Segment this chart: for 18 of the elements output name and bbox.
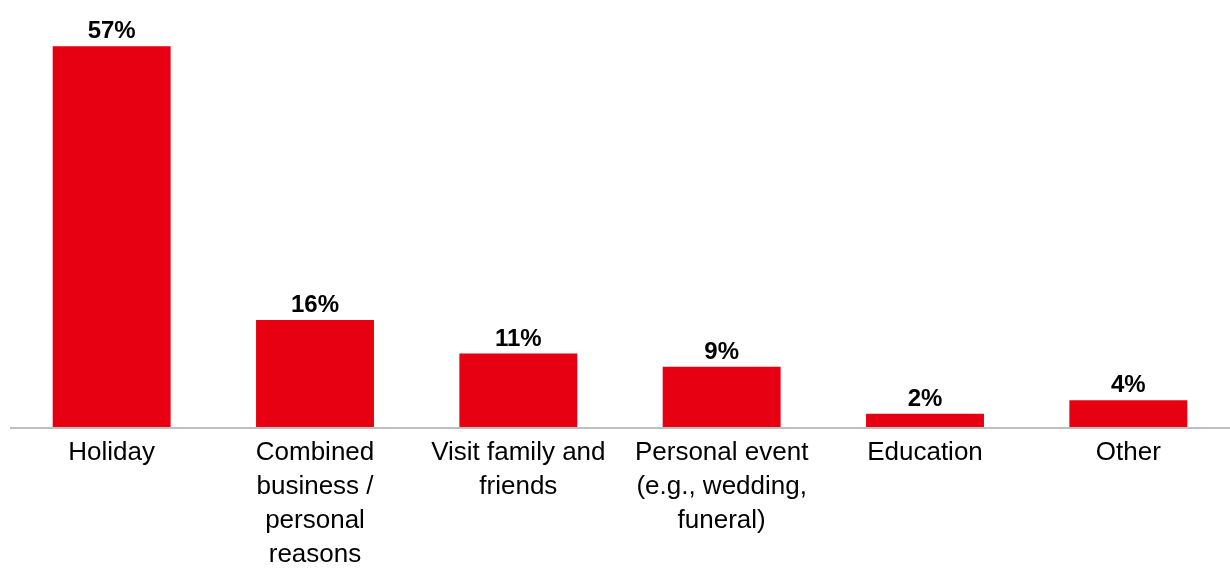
bar xyxy=(662,366,781,427)
x-tick-label: Holiday xyxy=(68,436,156,467)
data-label: 16% xyxy=(290,290,340,318)
bar xyxy=(52,46,171,427)
x-tick-label: Education xyxy=(867,436,983,467)
data-label: 57% xyxy=(87,16,136,44)
data-label: 9% xyxy=(704,336,740,364)
bar xyxy=(1069,400,1188,427)
data-label: 2% xyxy=(907,383,943,411)
x-tick-label: Combined business / personal reasons xyxy=(255,436,375,568)
x-tick-label: Personal event (e.g., wedding, funeral) xyxy=(634,436,810,534)
bar xyxy=(256,320,374,427)
bar xyxy=(459,353,578,427)
data-label: 4% xyxy=(1110,370,1146,398)
data-label: 11% xyxy=(494,323,542,351)
x-tick-label: Other xyxy=(1095,436,1162,467)
x-tick-label: Visit family and friends xyxy=(431,436,606,500)
bar xyxy=(866,413,984,427)
